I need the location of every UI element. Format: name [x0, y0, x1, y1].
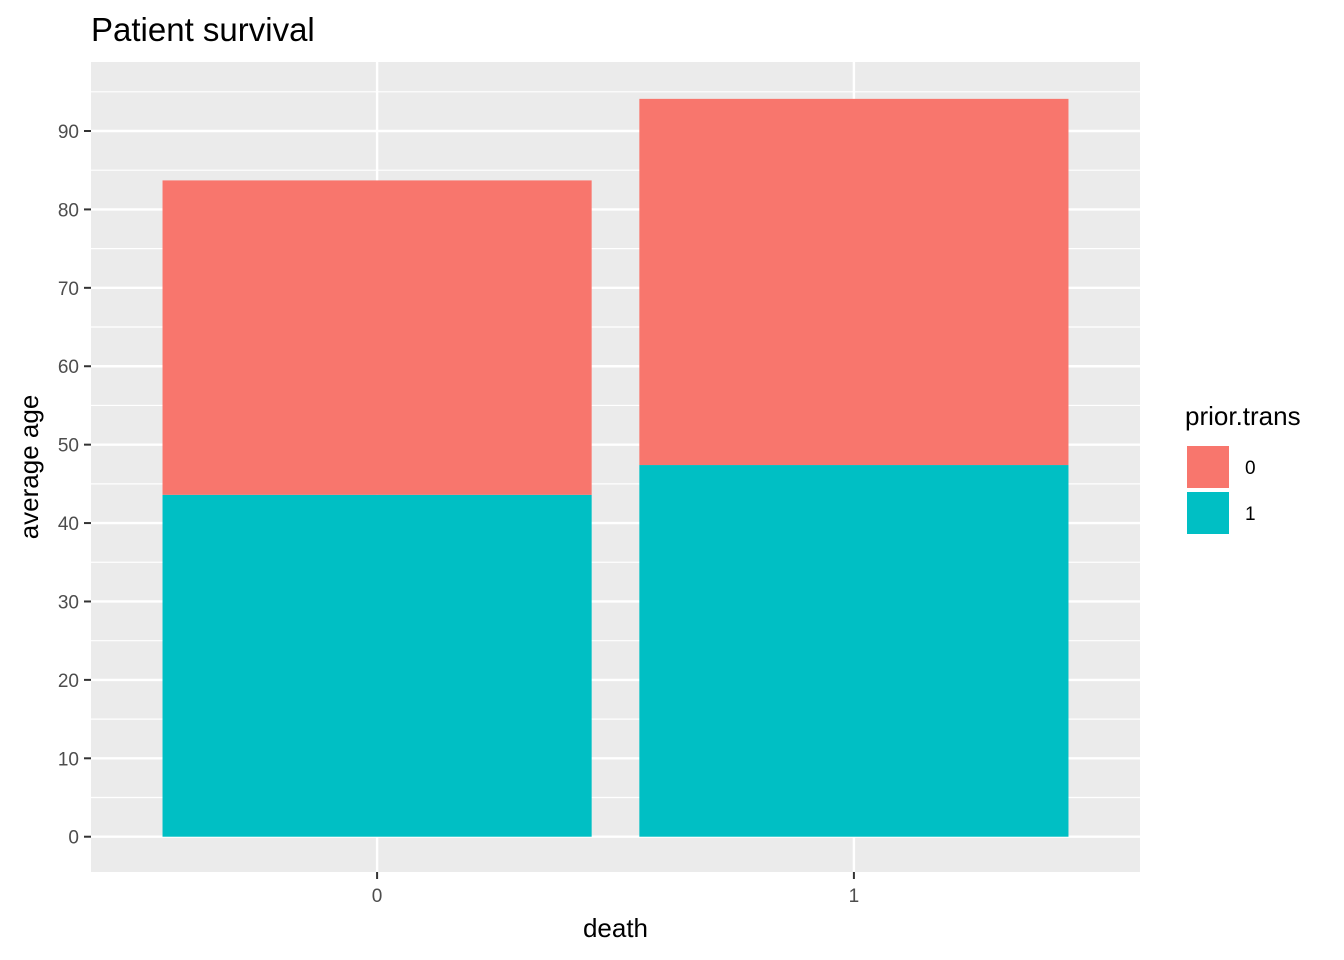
- y-tick-label: 60: [58, 357, 79, 378]
- y-tick-label: 80: [58, 200, 79, 221]
- bars: [162, 98, 1069, 837]
- chart-title: Patient survival: [91, 11, 315, 48]
- y-tick-label: 50: [58, 436, 79, 457]
- bar-death-1-prior-trans-0: [639, 98, 1069, 466]
- bar-death-0-prior-trans-0: [162, 180, 592, 495]
- y-axis-title: average age: [14, 395, 44, 540]
- legend-label-1: 1: [1245, 504, 1256, 525]
- y-tick-label: 70: [58, 279, 79, 300]
- legend: prior.trans 0 1: [1185, 401, 1301, 534]
- y-tick-label: 30: [58, 592, 79, 613]
- y-tick-label: 0: [68, 828, 79, 849]
- y-tick-label: 40: [58, 514, 79, 535]
- y-tick-label: 90: [58, 122, 79, 143]
- x-tick-label: 1: [849, 886, 860, 907]
- bar-death-0-prior-trans-1: [162, 494, 592, 837]
- y-tick-label: 10: [58, 749, 79, 770]
- y-tick-label: 20: [58, 671, 79, 692]
- x-tick-label: 0: [372, 886, 383, 907]
- y-axis: 0 10 20 30 40 50 60 70 80 90: [58, 122, 91, 849]
- bar-death-1-prior-trans-1: [639, 465, 1069, 837]
- legend-title: prior.trans: [1185, 401, 1301, 431]
- x-axis-title: death: [583, 913, 648, 943]
- legend-label-0: 0: [1245, 458, 1256, 479]
- legend-key-0: [1187, 446, 1229, 488]
- legend-key-1: [1187, 492, 1229, 534]
